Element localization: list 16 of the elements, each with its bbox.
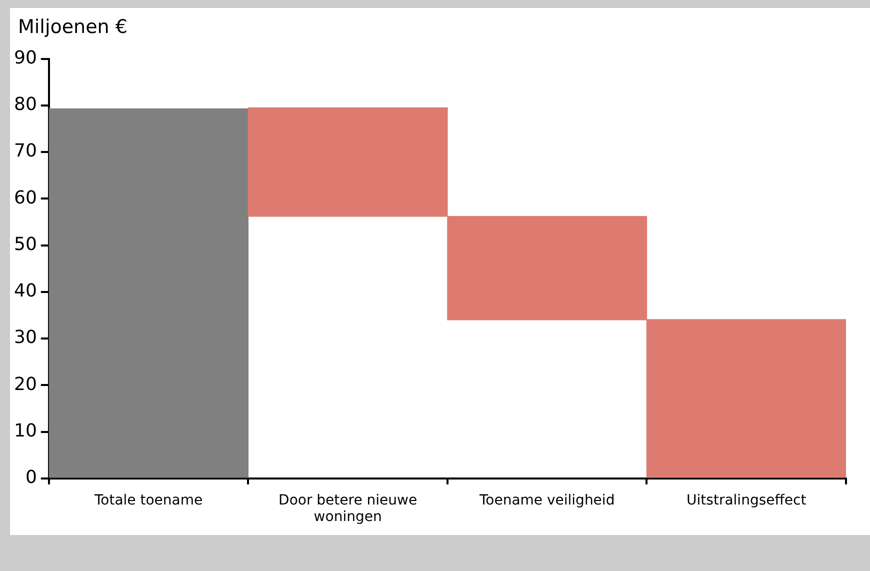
y-tick-label: 20	[14, 374, 37, 395]
y-tick-label: 10	[14, 420, 37, 442]
y-tick-label: 0	[25, 467, 37, 488]
x-tick-label: Toename veiligheid	[478, 492, 615, 508]
y-tick-label: 40	[14, 280, 37, 302]
y-tick-label: 70	[14, 140, 37, 162]
y-tick-label: 30	[14, 327, 37, 348]
y-tick-label: 90	[14, 47, 37, 68]
x-tick-label: Uitstralingseffect	[686, 492, 807, 508]
y-tick-label: 50	[14, 234, 37, 255]
bar	[48, 108, 249, 478]
x-tick-label: Door betere nieuwe woningen	[278, 492, 418, 526]
y-tick-label: 60	[14, 187, 37, 208]
x-tick-label: Totale toename	[93, 492, 203, 508]
y-axis-title: Miljoenen €	[18, 16, 128, 38]
y-tick-label: 80	[14, 94, 37, 116]
